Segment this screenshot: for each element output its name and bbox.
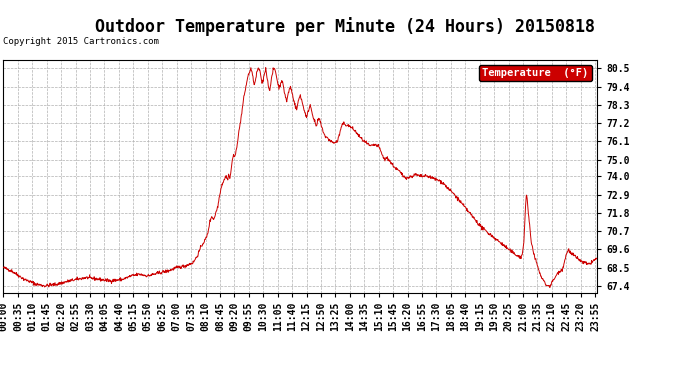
- Text: Copyright 2015 Cartronics.com: Copyright 2015 Cartronics.com: [3, 38, 159, 46]
- Text: Outdoor Temperature per Minute (24 Hours) 20150818: Outdoor Temperature per Minute (24 Hours…: [95, 17, 595, 36]
- Legend: Temperature  (°F): Temperature (°F): [479, 65, 591, 81]
